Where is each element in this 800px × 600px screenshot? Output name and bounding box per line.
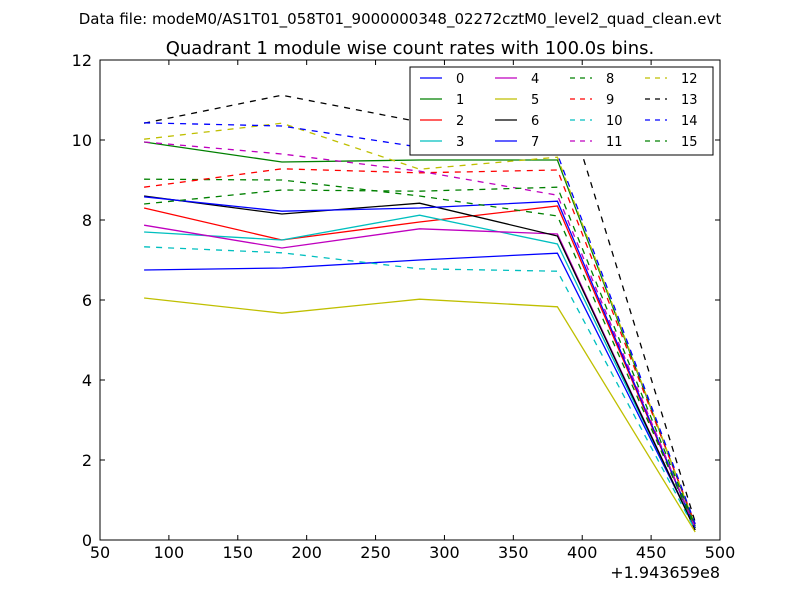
- y-tick-label: 2: [82, 451, 92, 470]
- series-line-12: [144, 122, 696, 527]
- legend-label-6: 6: [531, 114, 539, 129]
- x-tick-label: 450: [636, 543, 667, 562]
- series-line-1: [144, 141, 696, 527]
- legend-label-2: 2: [456, 114, 464, 129]
- y-tick-label: 6: [82, 291, 92, 310]
- y-tick-label: 4: [82, 371, 92, 390]
- x-tick-label: 200: [291, 543, 322, 562]
- legend-label-10: 10: [606, 114, 623, 129]
- x-tick-label: 500: [705, 543, 736, 562]
- series-line-15: [144, 186, 696, 527]
- legend-label-8: 8: [606, 72, 614, 87]
- series-line-14: [144, 122, 696, 525]
- x-tick-label: 350: [498, 543, 529, 562]
- x-offset-label: +1.943659e8: [610, 563, 720, 582]
- x-tick-label: 300: [429, 543, 460, 562]
- x-tick-label: 100: [154, 543, 185, 562]
- x-tick-label: 250: [360, 543, 391, 562]
- legend-box: [409, 66, 714, 156]
- legend-label-3: 3: [456, 135, 464, 150]
- series-line-2: [143, 205, 696, 529]
- legend-label-11: 11: [606, 135, 623, 150]
- series-line-9: [144, 168, 696, 525]
- legend-label-7: 7: [531, 135, 539, 150]
- legend-label-13: 13: [681, 93, 698, 108]
- legend-label-12: 12: [681, 72, 698, 87]
- plot-area: 50 100 150 200 250 300 350 400 450 50002468101201…: [72, 51, 736, 562]
- series-line-7: [144, 196, 696, 529]
- x-tick-label: 400: [567, 543, 598, 562]
- series-line-6: [144, 195, 696, 531]
- series-line-0: [144, 252, 696, 529]
- x-tick-label: 150: [223, 543, 254, 562]
- series-line-5: [144, 297, 696, 533]
- legend-label-14: 14: [681, 114, 698, 129]
- suptitle: Data file: modeM0/AS1T01_058T01_90000003…: [79, 10, 722, 29]
- legend-label-1: 1: [456, 93, 464, 108]
- series-line-8: [144, 178, 696, 529]
- legend-label-9: 9: [606, 93, 614, 108]
- x-tick-label: 50: [90, 543, 110, 562]
- series-line-10: [144, 246, 696, 531]
- y-tick-label: 12: [72, 51, 92, 70]
- chart-title: Quadrant 1 module wise count rates with …: [166, 38, 655, 59]
- series-line-3: [144, 214, 696, 529]
- y-tick-label: 8: [82, 211, 92, 230]
- legend-label-0: 0: [456, 72, 464, 87]
- series-line-11: [144, 141, 696, 529]
- series-line-4: [143, 224, 696, 531]
- legend-label-15: 15: [681, 135, 698, 150]
- legend-label-5: 5: [531, 93, 539, 108]
- y-tick-label: 0: [82, 531, 92, 550]
- legend-label-4: 4: [531, 72, 539, 87]
- y-tick-label: 10: [72, 131, 92, 150]
